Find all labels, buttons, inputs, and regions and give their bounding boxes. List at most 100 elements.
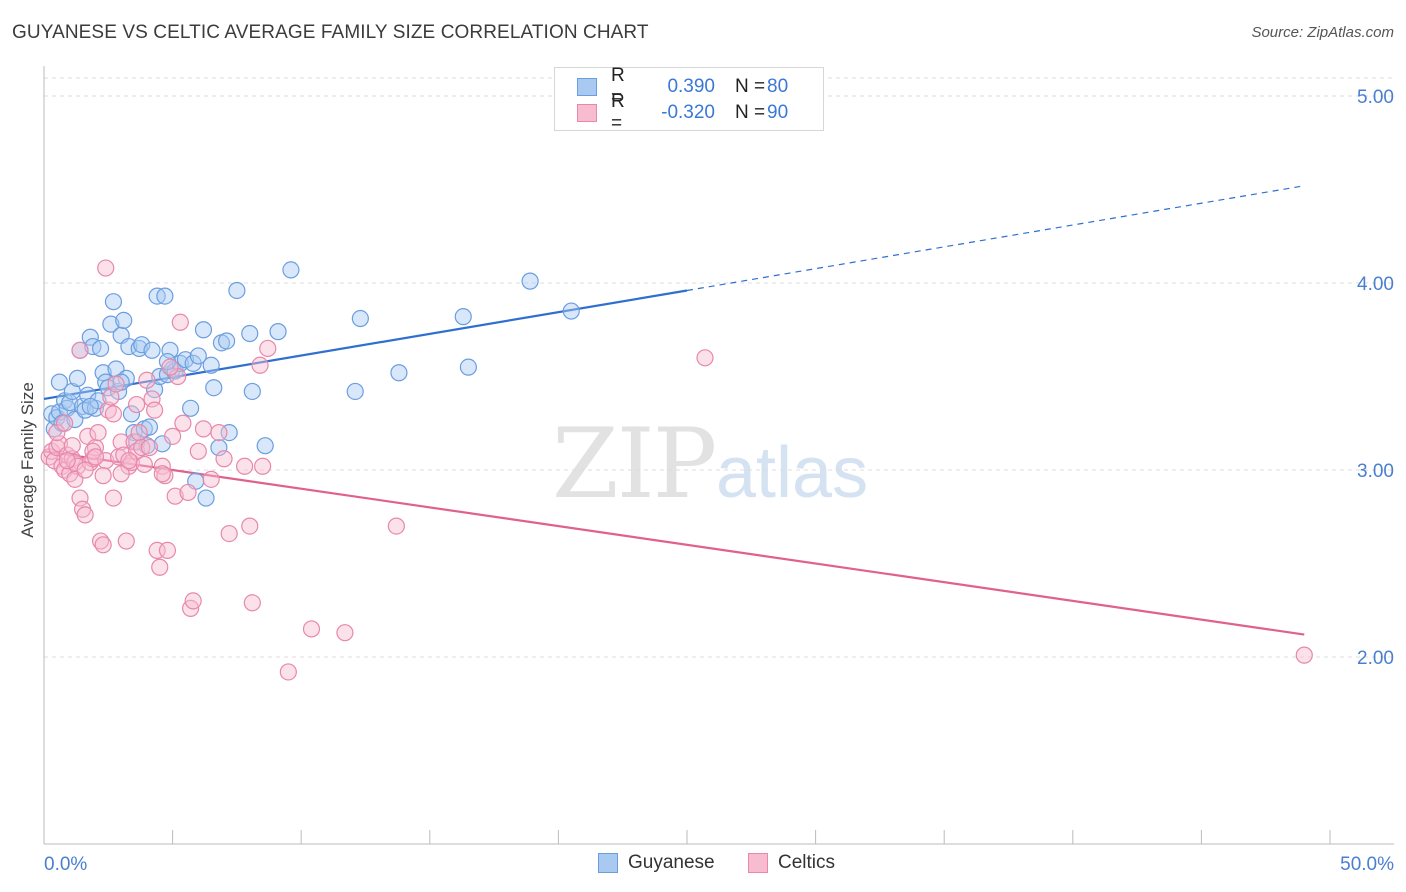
- celtics-point: [107, 375, 125, 393]
- celtics-point: [143, 390, 161, 408]
- correlation-legend: R = 0.390 N = 80 R = -0.320 N = 90: [554, 65, 824, 134]
- guyanese-point: [133, 336, 151, 354]
- guyanese-point: [454, 308, 472, 326]
- celtics-point: [102, 388, 120, 406]
- celtics-point: [76, 461, 94, 479]
- celtics-swatch: [577, 104, 597, 122]
- guyanese-point: [562, 302, 580, 320]
- guyanese-point: [161, 341, 179, 359]
- celtics-point: [1295, 646, 1313, 664]
- celtics-point: [696, 349, 714, 367]
- celtics-point: [161, 358, 179, 376]
- grid-lines: [44, 77, 1394, 658]
- guyanese-trend-line: [43, 289, 688, 401]
- guyanese-point: [102, 315, 120, 333]
- y-tick-label: 3.00: [1357, 461, 1394, 482]
- celtics-point: [164, 427, 182, 445]
- celtics-point: [112, 465, 130, 483]
- guyanese-point: [140, 418, 159, 436]
- guyanese-point: [194, 321, 213, 339]
- n-value: 90: [767, 102, 789, 123]
- r-value: -0.320: [661, 102, 715, 123]
- guyanese-point: [202, 356, 220, 374]
- guyanese-point: [197, 489, 215, 507]
- celtics-point: [259, 339, 277, 358]
- celtics-point: [122, 453, 141, 472]
- chart-title: GUYANESE VS CELTIC AVERAGE FAMILY SIZE C…: [12, 22, 649, 43]
- celtics-point: [145, 401, 164, 419]
- guyanese-point: [189, 347, 207, 365]
- celtics-point: [104, 405, 123, 423]
- celtics-point: [336, 624, 354, 642]
- celtics-point: [117, 532, 135, 550]
- celtics-point: [130, 424, 148, 442]
- guyanese-point: [256, 437, 274, 455]
- y-tick-label: 5.00: [1357, 87, 1394, 108]
- celtics-point: [89, 424, 107, 442]
- legend-item-guyanese[interactable]: Guyanese: [598, 852, 715, 874]
- celtics-point: [104, 489, 123, 507]
- guyanese-point: [81, 397, 99, 416]
- n-label: N =: [735, 102, 766, 123]
- celtics-point: [166, 487, 184, 505]
- celtics-point: [189, 442, 207, 460]
- celtics-point: [55, 414, 74, 432]
- guyanese-point: [79, 386, 97, 404]
- guyanese-point: [91, 339, 110, 358]
- celtics-point: [202, 470, 220, 488]
- guyanese-trend-projection: [686, 185, 1305, 292]
- celtics-point: [158, 541, 177, 560]
- celtics-point: [171, 313, 189, 331]
- guyanese-point: [205, 379, 223, 397]
- legend-row-guyanese: R = 0.390 N = 80: [577, 65, 789, 108]
- celtics-point: [58, 452, 76, 470]
- celtics-point: [94, 536, 112, 554]
- guyanese-point: [61, 394, 79, 412]
- data-points: [40, 259, 1313, 681]
- celtics-point: [194, 420, 213, 438]
- celtics-point: [71, 341, 89, 359]
- celtics-point: [279, 663, 297, 681]
- r-label: R =: [611, 65, 625, 108]
- guyanese-point: [346, 382, 364, 401]
- celtics-point: [151, 558, 169, 576]
- legend-item-celtics[interactable]: Celtics: [748, 852, 835, 874]
- y-tick-label: 4.00: [1357, 274, 1394, 295]
- celtics-point: [302, 620, 321, 638]
- legend-row-celtics: R = -0.320 N = 90: [577, 91, 789, 134]
- celtics-point: [135, 455, 153, 473]
- r-value: 0.390: [667, 76, 715, 97]
- guyanese-point: [218, 332, 236, 350]
- celtics-point: [120, 452, 138, 470]
- celtics-point: [94, 467, 112, 485]
- celtics-point: [243, 594, 261, 612]
- n-label: N =: [735, 76, 766, 97]
- celtics-point: [241, 517, 259, 535]
- celtics-point: [127, 395, 146, 414]
- celtics-point: [236, 457, 254, 475]
- celtics-point: [179, 483, 197, 502]
- watermark-atlas: atlas: [716, 433, 869, 513]
- celtics-point: [112, 433, 130, 451]
- guyanese-point: [521, 272, 539, 290]
- r-label: R =: [611, 91, 625, 134]
- celtics-point: [71, 489, 89, 507]
- guyanese-legend-swatch: [598, 853, 618, 873]
- guyanese-point: [143, 341, 161, 359]
- guyanese-point: [68, 369, 87, 387]
- guyanese-point: [182, 399, 200, 417]
- guyanese-point: [50, 373, 69, 391]
- guyanese-point: [228, 281, 246, 300]
- guyanese-swatch: [577, 78, 597, 96]
- axis-labels: 2.00 3.00 4.00 5.00 0.0% 50.0% Average Family …: [18, 87, 1394, 875]
- guyanese-point: [282, 261, 300, 279]
- celtics-legend-swatch: [748, 853, 768, 873]
- series-legend: Guyanese Celtics: [0, 852, 1406, 878]
- guyanese-point: [351, 309, 369, 328]
- celtics-point: [97, 452, 115, 470]
- guyanese-point: [115, 311, 133, 329]
- celtics-point: [387, 517, 405, 535]
- celtics-point: [174, 414, 192, 432]
- n-value: 80: [767, 76, 789, 97]
